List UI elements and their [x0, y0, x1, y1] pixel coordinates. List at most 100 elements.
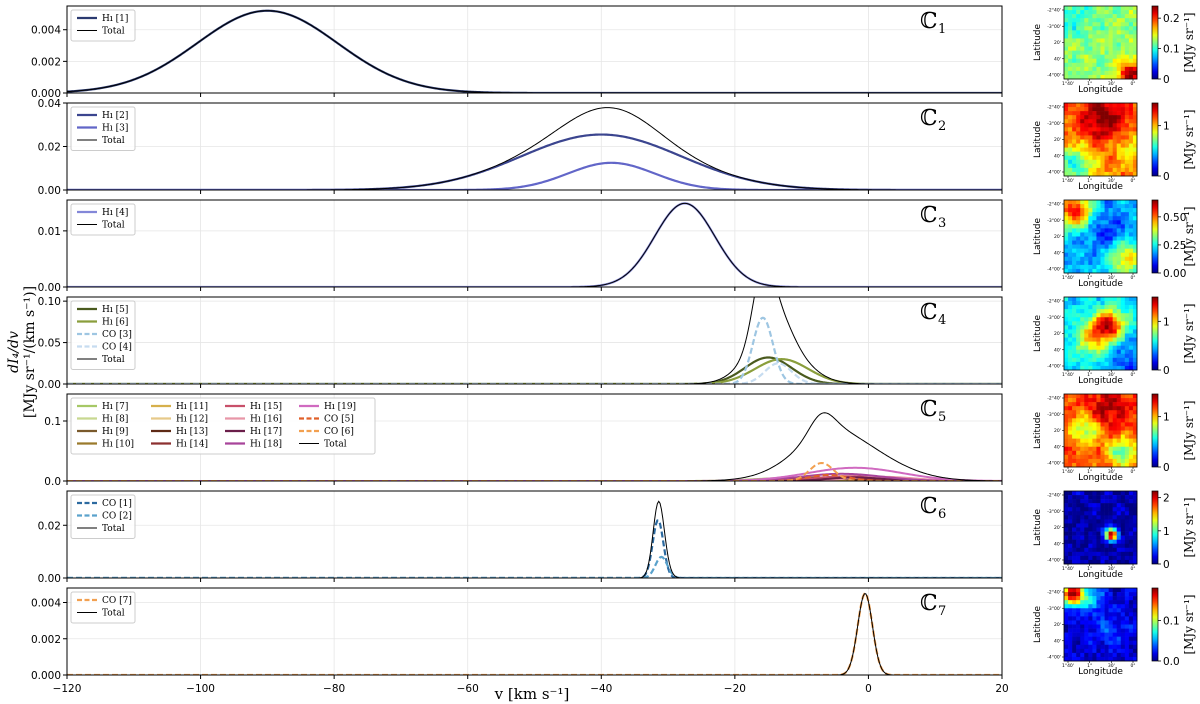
map-cell: [1092, 450, 1097, 456]
map-cell: [1108, 123, 1113, 128]
map-cell: [1108, 309, 1113, 314]
map-cell: [1084, 422, 1089, 427]
map-cell: [1108, 115, 1113, 120]
map-cell: [1100, 244, 1105, 249]
map-y-tick-label: -2°40': [1047, 299, 1061, 305]
map-cell: [1120, 268, 1126, 274]
map-cell: [1116, 523, 1122, 528]
map-cell: [1076, 236, 1081, 241]
map-cell: [1096, 624, 1101, 629]
map-cell: [1076, 252, 1081, 258]
map-cell: [1092, 264, 1097, 270]
series-line: [67, 472, 1002, 481]
panel-7-map: [1064, 588, 1138, 662]
map-cell: [1084, 539, 1089, 545]
map-cell: [1072, 236, 1077, 241]
map-cell: [1072, 333, 1077, 338]
map-cell: [1124, 555, 1130, 561]
map-x-tick-label: 1°40': [1062, 469, 1074, 475]
map-cell: [1120, 422, 1126, 427]
map-cell: [1084, 406, 1089, 411]
map-cell: [1072, 519, 1077, 524]
map-cell: [1104, 6, 1109, 11]
map-cell: [1080, 365, 1085, 371]
map-cell: [1068, 398, 1073, 403]
map-cell: [1068, 612, 1073, 617]
map-cell: [1132, 636, 1138, 642]
map-cell: [1116, 22, 1122, 27]
map-cell: [1112, 624, 1118, 629]
map-cell: [1108, 62, 1113, 68]
map-cell: [1068, 14, 1073, 19]
map-cell: [1100, 503, 1105, 508]
map-cell: [1096, 200, 1101, 205]
map-cell: [1084, 644, 1089, 650]
map-cell: [1080, 628, 1085, 633]
map-cell: [1124, 620, 1130, 625]
map-cell: [1104, 155, 1109, 161]
map-cell: [1124, 123, 1130, 128]
legend-label: Hı [12]: [176, 415, 208, 425]
map-cell: [1100, 394, 1105, 399]
map-cell: [1080, 248, 1085, 254]
map-y-tick-label: -3°00': [1047, 606, 1061, 612]
map-cell: [1132, 402, 1138, 407]
map-cell: [1100, 612, 1105, 617]
map-cell: [1084, 555, 1089, 561]
map-cell: [1072, 531, 1077, 536]
map-cell: [1092, 442, 1097, 448]
map-cell: [1068, 434, 1073, 439]
map-cell: [1068, 155, 1073, 161]
map-cell: [1108, 458, 1113, 464]
map-cell: [1076, 256, 1081, 262]
map-cell: [1092, 135, 1097, 140]
map-cell: [1100, 26, 1105, 31]
map-cell: [1116, 115, 1122, 120]
map-cell: [1120, 119, 1126, 124]
map-cell: [1088, 648, 1093, 654]
map-cell: [1088, 652, 1093, 658]
map-y-tick-label: -3°00': [1047, 121, 1061, 127]
map-cell: [1068, 305, 1073, 310]
map-cell: [1120, 543, 1126, 549]
map-cell: [1128, 402, 1134, 407]
map-cell: [1128, 539, 1134, 545]
map-cell: [1064, 163, 1069, 169]
map-cell: [1104, 656, 1109, 662]
map-cell: [1108, 600, 1113, 605]
map-cell: [1096, 353, 1101, 359]
map-cell: [1124, 523, 1130, 528]
map-cell: [1124, 458, 1130, 464]
map-cell: [1064, 402, 1069, 407]
map-cell: [1092, 30, 1097, 35]
map-cell: [1096, 26, 1101, 31]
panel-label: ℂ: [920, 591, 938, 616]
map-cell: [1076, 204, 1081, 209]
map-cell: [1088, 515, 1093, 520]
map-cell: [1124, 337, 1130, 342]
map-cell: [1064, 430, 1069, 435]
map-cell: [1076, 337, 1081, 342]
map-cell: [1084, 228, 1089, 233]
map-cell: [1076, 131, 1081, 136]
map-cell: [1092, 260, 1097, 266]
map-cell: [1112, 301, 1118, 306]
map-cell: [1072, 264, 1077, 270]
map-cell: [1108, 515, 1113, 520]
map-cell: [1132, 555, 1138, 561]
map-cell: [1100, 46, 1105, 51]
map-cell: [1088, 301, 1093, 306]
map-cell: [1092, 353, 1097, 359]
map-cell: [1084, 155, 1089, 161]
map-cell: [1092, 644, 1097, 650]
map-cell: [1120, 103, 1126, 108]
map-y-tick-label: 40': [1054, 153, 1061, 159]
map-cell: [1120, 66, 1126, 72]
map-cell: [1080, 135, 1085, 140]
map-cell: [1120, 438, 1126, 443]
map-cell: [1112, 600, 1118, 605]
map-cell: [1132, 398, 1138, 403]
map-cell: [1100, 426, 1105, 431]
map-cell: [1080, 535, 1085, 540]
map-cell: [1084, 519, 1089, 524]
